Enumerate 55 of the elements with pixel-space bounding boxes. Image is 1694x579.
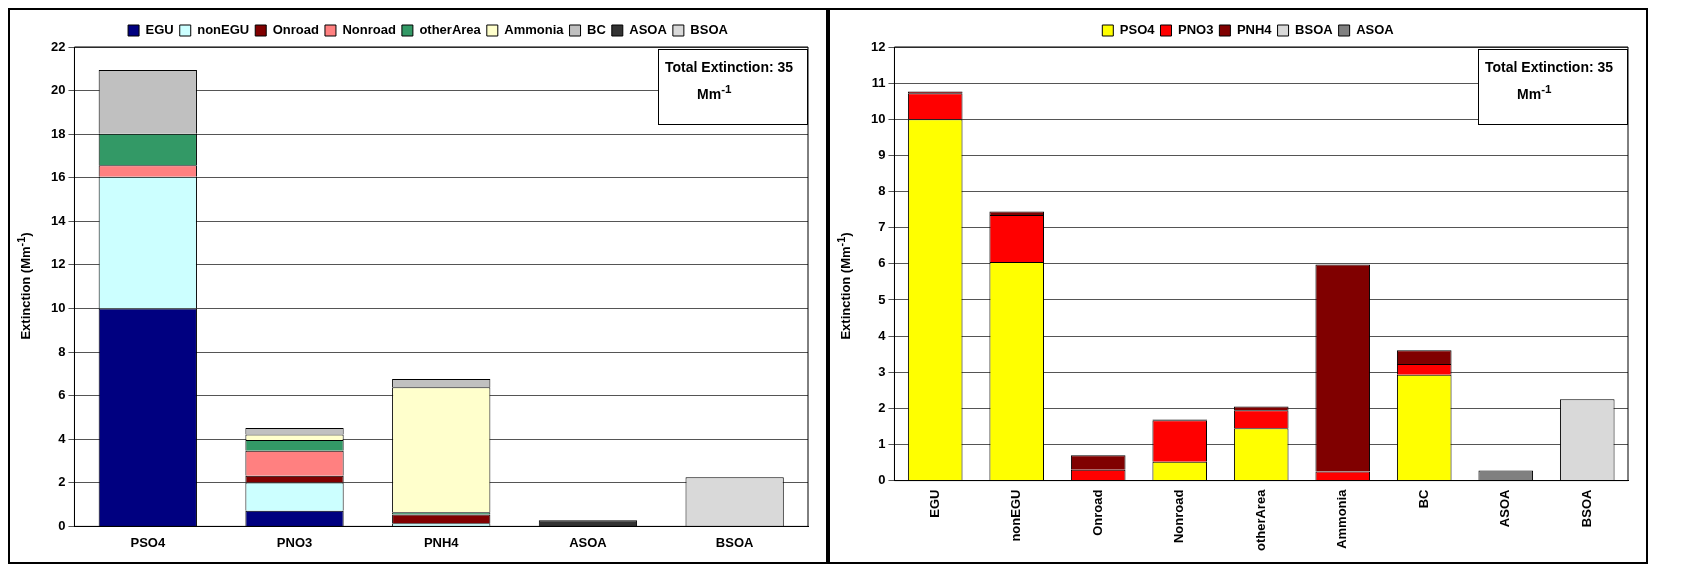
x-tick-label: BSOA xyxy=(715,534,755,550)
x-tick-label: BC xyxy=(1415,488,1431,509)
legend-label: nonEGU xyxy=(197,22,250,38)
y-tick-label: 1 xyxy=(878,436,886,452)
y-tick-label: 0 xyxy=(878,472,886,488)
legend-label: Ammonia xyxy=(504,22,565,38)
x-tick-label: ASOA xyxy=(569,534,608,550)
y-tick-label: 10 xyxy=(870,110,886,126)
legend-label: PNO3 xyxy=(1177,22,1214,38)
annotation: Total Extinction: 35 Mm$^{-1}$ xyxy=(658,49,808,125)
x-tick-label: otherArea xyxy=(1252,488,1268,552)
y-tick-label: 2 xyxy=(878,399,886,415)
legend-label: BSOA xyxy=(690,22,729,38)
y-tick-label: 6 xyxy=(58,387,66,403)
x-tick-label: Ammonia xyxy=(1334,488,1350,549)
y-tick-label: 18 xyxy=(50,125,66,141)
legend-label: ASOA xyxy=(629,22,668,38)
legend-label: otherArea xyxy=(419,22,482,38)
legend-label: ASOA xyxy=(1356,22,1395,38)
y-tick-label: 8 xyxy=(878,183,886,199)
x-tick-label: BSOA xyxy=(1578,488,1594,528)
y-tick-label: 16 xyxy=(50,169,66,185)
y-tick-label: 7 xyxy=(878,219,886,235)
x-tick-label: Onroad xyxy=(1089,489,1105,536)
y-tick-label: 14 xyxy=(50,212,67,228)
legend-label: PNH4 xyxy=(1236,22,1273,38)
x-tick-label: EGU xyxy=(926,489,942,518)
y-tick-label: 4 xyxy=(878,327,887,343)
y-tick-label: 11 xyxy=(871,74,886,90)
y-tick-label: 2 xyxy=(58,474,66,490)
y-tick-label: 8 xyxy=(58,343,66,359)
x-tick-label: nonEGU xyxy=(1008,489,1024,542)
legend-label: BSOA xyxy=(1295,22,1334,38)
y-tick-label: 20 xyxy=(50,82,66,98)
x-tick-label: Nonroad xyxy=(1171,489,1187,544)
y-tick-label: 10 xyxy=(50,300,66,316)
y-tick-label: 4 xyxy=(58,430,67,446)
annotation: Total Extinction: 35 Mm$^{-1}$ xyxy=(1478,49,1628,125)
legend-label: Onroad xyxy=(272,22,320,38)
y-tick-label: 22 xyxy=(50,38,66,54)
y-tick-label: 9 xyxy=(878,146,886,162)
x-tick-label: PNO3 xyxy=(276,534,313,550)
legend-label: BC xyxy=(587,22,607,38)
x-tick-label: ASOA xyxy=(1497,488,1513,528)
legend-label: EGU xyxy=(145,22,174,38)
y-tick-label: 5 xyxy=(878,291,886,307)
y-tick-label: 0 xyxy=(58,517,66,533)
y-tick-label: 3 xyxy=(878,363,886,379)
x-tick-label: PSO4 xyxy=(130,534,166,550)
legend-label: PSO4 xyxy=(1119,22,1156,38)
y-tick-label: 12 xyxy=(50,256,66,272)
legend-label: Nonroad xyxy=(342,22,396,38)
x-tick-label: PNH4 xyxy=(423,534,460,550)
y-tick-label: 6 xyxy=(878,255,886,271)
y-tick-label: 12 xyxy=(870,38,886,54)
